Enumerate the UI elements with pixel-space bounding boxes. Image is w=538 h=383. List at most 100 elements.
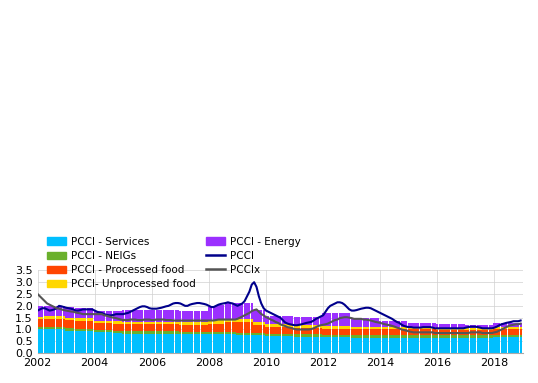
- Bar: [495, 337, 498, 353]
- Bar: [482, 328, 484, 330]
- Bar: [320, 317, 322, 325]
- Bar: [353, 338, 355, 353]
- Bar: [391, 338, 393, 353]
- Bar: [108, 330, 110, 332]
- Bar: [134, 322, 136, 324]
- Bar: [277, 324, 279, 327]
- Bar: [465, 336, 467, 338]
- Bar: [101, 323, 103, 330]
- Bar: [267, 327, 270, 334]
- Bar: [294, 337, 296, 353]
- Bar: [199, 332, 201, 334]
- Bar: [315, 337, 317, 353]
- Bar: [206, 332, 208, 334]
- Bar: [343, 335, 345, 337]
- Bar: [162, 310, 165, 322]
- Bar: [284, 327, 286, 334]
- Bar: [422, 323, 424, 327]
- Bar: [229, 334, 231, 353]
- Bar: [241, 322, 243, 333]
- Bar: [475, 338, 477, 353]
- Bar: [263, 333, 265, 336]
- Bar: [486, 338, 489, 353]
- Bar: [458, 324, 460, 328]
- Bar: [477, 325, 479, 328]
- Bar: [55, 306, 58, 316]
- Bar: [493, 335, 495, 337]
- Bar: [284, 336, 286, 353]
- Bar: [77, 329, 79, 331]
- Bar: [122, 331, 124, 334]
- Bar: [408, 338, 410, 353]
- Bar: [215, 324, 217, 332]
- Bar: [72, 331, 74, 353]
- Bar: [196, 325, 198, 332]
- Bar: [420, 327, 422, 329]
- Bar: [213, 324, 215, 332]
- Bar: [422, 327, 424, 329]
- Bar: [251, 336, 253, 353]
- Bar: [322, 326, 324, 329]
- Bar: [484, 330, 486, 336]
- Bar: [96, 332, 98, 353]
- Bar: [517, 329, 519, 335]
- Bar: [286, 327, 288, 334]
- Bar: [155, 322, 158, 324]
- Bar: [110, 330, 112, 332]
- Bar: [363, 336, 365, 338]
- Bar: [460, 330, 462, 336]
- Bar: [213, 321, 215, 324]
- Bar: [465, 325, 467, 328]
- PCCI: [34, 308, 41, 313]
- Bar: [377, 329, 379, 336]
- Bar: [379, 329, 381, 336]
- Bar: [281, 336, 284, 353]
- Bar: [417, 327, 420, 329]
- Bar: [60, 306, 62, 316]
- Bar: [75, 308, 77, 318]
- Bar: [236, 319, 238, 322]
- Bar: [174, 322, 176, 324]
- Bar: [327, 326, 329, 329]
- Bar: [89, 331, 91, 353]
- Bar: [58, 327, 60, 329]
- Bar: [151, 322, 153, 324]
- Bar: [317, 325, 320, 327]
- Bar: [508, 329, 510, 335]
- Bar: [267, 334, 270, 336]
- Bar: [393, 321, 395, 327]
- Bar: [308, 327, 310, 334]
- Bar: [191, 311, 193, 322]
- Bar: [115, 324, 117, 331]
- Bar: [141, 322, 143, 324]
- Bar: [117, 333, 119, 353]
- Bar: [189, 322, 191, 325]
- Bar: [151, 331, 153, 334]
- Bar: [358, 336, 360, 338]
- PCCI: [279, 318, 286, 322]
- Bar: [294, 325, 296, 327]
- Bar: [44, 327, 46, 329]
- Bar: [410, 338, 412, 353]
- Bar: [356, 338, 358, 353]
- Bar: [75, 329, 77, 331]
- Bar: [144, 310, 146, 322]
- Bar: [196, 311, 198, 322]
- Bar: [277, 336, 279, 353]
- Bar: [137, 324, 139, 331]
- Bar: [315, 327, 317, 334]
- Bar: [217, 320, 220, 324]
- Bar: [244, 336, 246, 353]
- Bar: [189, 311, 191, 322]
- Bar: [199, 334, 201, 353]
- Bar: [491, 336, 493, 338]
- Bar: [370, 329, 372, 336]
- Bar: [377, 336, 379, 338]
- Bar: [479, 325, 482, 328]
- Bar: [177, 334, 179, 353]
- Bar: [196, 334, 198, 353]
- Bar: [253, 322, 255, 325]
- Bar: [438, 330, 441, 336]
- PCCI: [87, 307, 93, 312]
- Bar: [70, 331, 72, 353]
